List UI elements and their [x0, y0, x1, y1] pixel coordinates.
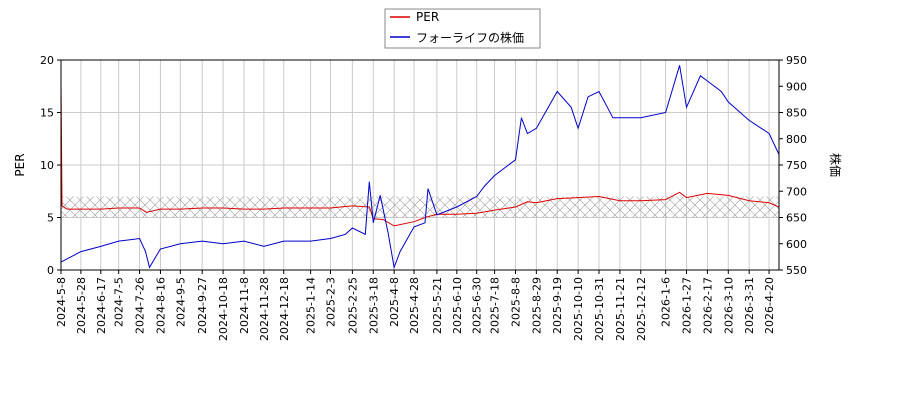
x-tick-label: 2026-4-20	[763, 277, 776, 334]
x-tick-label: 2024-6-17	[95, 277, 108, 334]
per-band	[61, 196, 779, 218]
y-left-tick-label: 15	[40, 107, 54, 120]
x-tick-label: 2025-10-31	[593, 277, 606, 341]
x-tick-label: 2025-8-29	[530, 277, 543, 334]
x-tick-label: 2024-9-5	[174, 277, 187, 327]
x-tick-label: 2025-8-8	[509, 277, 522, 327]
y-right-tick-label: 650	[786, 212, 807, 225]
legend-box	[384, 8, 541, 49]
x-tick-label: 2026-3-31	[743, 277, 756, 334]
series-line-stock-price	[61, 65, 779, 270]
x-tick-label: 2025-2-25	[346, 277, 359, 334]
x-tick-label: 2025-10-10	[572, 277, 585, 341]
y-right-tick-label: 700	[786, 185, 807, 198]
x-tick-label: 2024-8-16	[154, 277, 167, 334]
y-right-tick-label: 850	[786, 107, 807, 120]
y-left-tick-label: 0	[47, 264, 54, 277]
y-left-tick-label: 10	[40, 159, 54, 172]
x-tick-label: 2026-1-27	[681, 277, 694, 334]
x-tick-label: 2024-11-28	[258, 277, 271, 341]
legend: PER フォーライフの株価	[384, 8, 541, 49]
y-axis-left-label: PER	[13, 153, 27, 176]
x-tick-label: 2024-7-5	[113, 277, 126, 327]
x-tick-label: 2025-5-21	[431, 277, 444, 334]
legend-label-per: PER	[416, 10, 439, 24]
x-tick-label: 2024-12-18	[278, 277, 291, 341]
x-tick-label: 2024-10-18	[217, 277, 230, 341]
x-tick-label: 2025-4-8	[388, 277, 401, 327]
x-tick-label: 2025-6-30	[471, 277, 484, 334]
y-axis-right-label: 株価	[828, 153, 843, 177]
x-tick-label: 2024-5-28	[75, 277, 88, 334]
x-tick-label: 2026-2-17	[701, 277, 714, 334]
x-tick-label: 2025-12-12	[635, 277, 648, 341]
y-right-tick-label: 750	[786, 159, 807, 172]
x-tick-label: 2024-5-8	[55, 277, 68, 327]
y-right-tick-label: 800	[786, 133, 807, 146]
y-axis-left: 0 5 10 15 20	[40, 54, 61, 277]
x-tick-label: 2025-3-18	[367, 277, 380, 334]
x-tick-label: 2026-1-6	[660, 277, 673, 327]
x-tick-label: 2025-2-3	[324, 277, 337, 327]
y-right-tick-label: 550	[786, 264, 807, 277]
x-axis: 2024-5-8 2024-5-28 2024-6-17 2024-7-5 2024-7…	[55, 270, 776, 341]
x-tick-label: 2025-9-19	[551, 277, 564, 334]
x-tick-label: 2024-7-26	[134, 277, 147, 334]
x-tick-label: 2024-9-27	[196, 277, 209, 334]
y-right-tick-label: 950	[786, 54, 807, 67]
x-tick-label: 2026-3-10	[722, 277, 735, 334]
y-right-tick-label: 900	[786, 80, 807, 93]
x-tick-label: 2025-1-14	[305, 277, 318, 334]
x-tick-label: 2025-4-28	[408, 277, 421, 334]
series-line-per	[61, 80, 779, 227]
y-left-tick-label: 20	[40, 54, 54, 67]
y-right-tick-label: 600	[786, 238, 807, 251]
x-tick-label: 2025-11-21	[614, 277, 627, 341]
x-tick-label: 2025-7-18	[489, 277, 502, 334]
legend-label-stock-price: フォーライフの株価	[416, 30, 524, 45]
y-left-tick-label: 5	[47, 212, 54, 225]
x-tick-label: 2025-6-10	[451, 277, 464, 334]
y-axis-right: 550 600 650 700 750 800 850 900 950	[779, 54, 807, 277]
x-tick-label: 2024-11-8	[238, 277, 251, 334]
